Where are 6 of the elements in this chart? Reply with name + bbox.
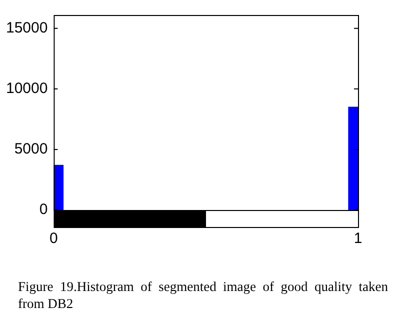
- y-tick-label: 15000: [6, 19, 48, 36]
- y-tick-label: 5000: [14, 140, 48, 158]
- x-tick-label: 1: [354, 230, 362, 248]
- y-tick-label: 0: [39, 201, 48, 218]
- caption: Figure 19.Histogram of segmented image of good quality taken from DB2: [18, 278, 388, 312]
- y-tick-label: 10000: [6, 80, 48, 98]
